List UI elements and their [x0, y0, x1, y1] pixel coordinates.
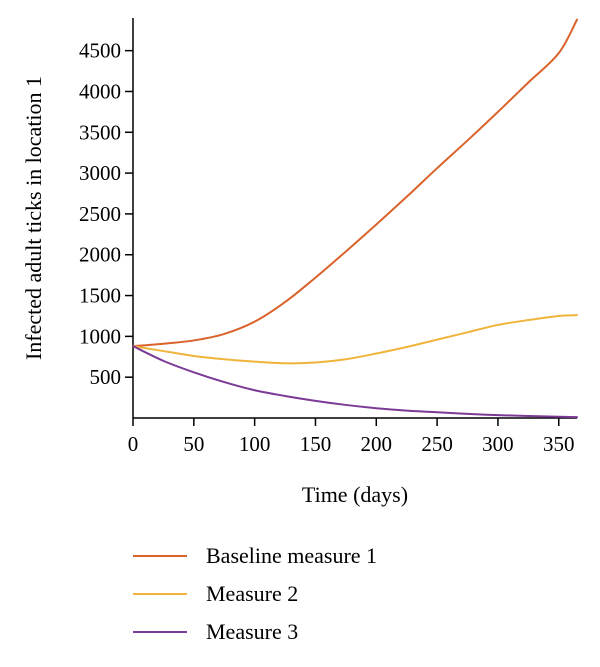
series-line-2: [132, 314, 578, 365]
y-tick-label: 2500: [79, 202, 121, 226]
y-tick-label: 500: [90, 365, 122, 389]
series-line-3: [132, 345, 578, 419]
y-tick-label: 1000: [79, 324, 121, 348]
series-line-1: [132, 18, 578, 348]
y-tick-label: 3500: [79, 120, 121, 144]
y-tick-label: 2000: [79, 243, 121, 267]
x-tick-label: 0: [128, 432, 139, 456]
x-tick-label: 150: [300, 432, 332, 456]
legend-label-3: Measure 3: [206, 619, 298, 644]
x-tick-label: 350: [543, 432, 575, 456]
y-axis-title: Infected adult ticks in location 1: [21, 76, 46, 360]
ticks: 0 50 100 150 200 250 300 350 500 1000 1500 2000 2500…: [79, 39, 575, 456]
x-axis-title: Time (days): [302, 482, 408, 507]
legend: Baseline measure 1 Measure 2 Measure 3: [133, 543, 377, 644]
y-tick-label: 4500: [79, 39, 121, 63]
x-tick-label: 300: [482, 432, 514, 456]
x-tick-label: 200: [361, 432, 393, 456]
series-lines: [132, 18, 578, 419]
y-tick-label: 1500: [79, 284, 121, 308]
y-tick-label: 4000: [79, 79, 121, 103]
x-tick-label: 100: [239, 432, 271, 456]
x-tick-label: 50: [183, 432, 204, 456]
y-tick-label: 3000: [79, 161, 121, 185]
x-tick-label: 250: [421, 432, 453, 456]
legend-label-1: Baseline measure 1: [206, 543, 377, 568]
axes: [132, 18, 577, 419]
legend-label-2: Measure 2: [206, 581, 298, 606]
